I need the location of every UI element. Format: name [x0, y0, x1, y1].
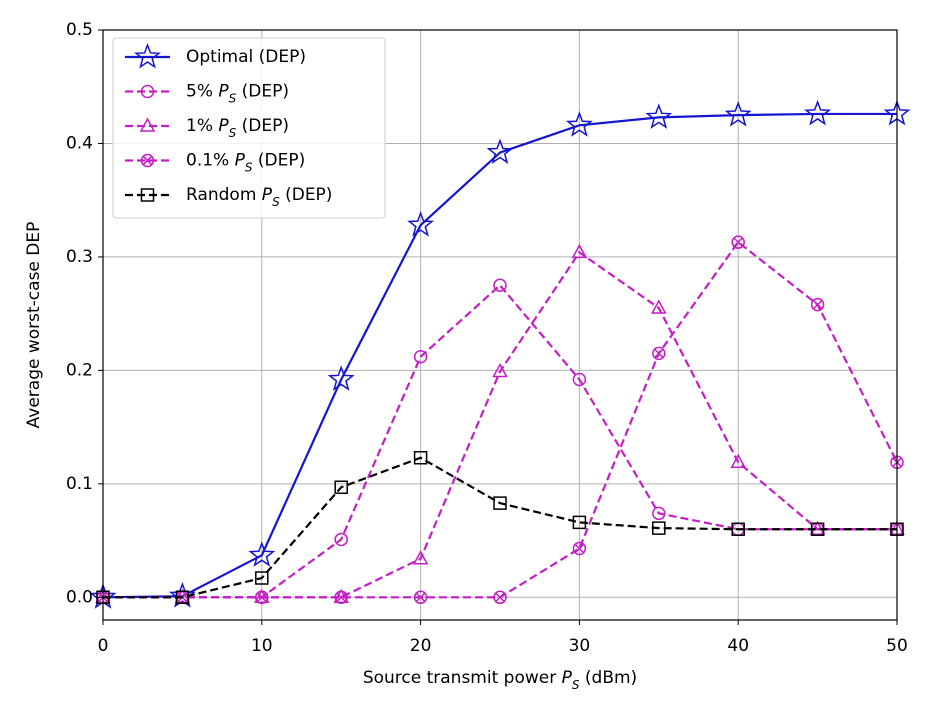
point-marker [492, 362, 508, 378]
y-tick-label: 0.4 [66, 133, 93, 153]
legend-marker [140, 188, 155, 202]
legend-marker [139, 117, 156, 132]
point-marker [334, 590, 348, 605]
y-tick-label: 0.0 [66, 587, 93, 607]
y-tick-label: 0.2 [66, 360, 93, 380]
legend-marker [140, 84, 155, 99]
legend-label: 1% PS (DEP) [186, 116, 289, 140]
point-marker [413, 590, 428, 605]
legend-label: 5% PS (DEP) [186, 82, 289, 106]
point-marker [730, 453, 746, 469]
legend-marker [140, 153, 155, 168]
y-tick-label: 0.3 [66, 247, 93, 267]
point-marker [334, 480, 348, 494]
point-marker [255, 571, 269, 585]
point-marker [413, 350, 428, 364]
point-marker [731, 522, 745, 536]
point-marker [890, 522, 904, 536]
x-axis-label: Source transmit power PS (dBm) [363, 668, 637, 692]
point-marker [248, 541, 276, 567]
point-marker [572, 541, 587, 556]
point-marker [486, 138, 514, 165]
series-line [103, 283, 897, 599]
legend-label: Random PS (DEP) [186, 185, 332, 209]
point-marker [175, 590, 190, 605]
legend-box [112, 37, 386, 219]
point-marker [565, 111, 593, 137]
series-line [102, 112, 897, 599]
point-marker [96, 590, 110, 605]
point-marker [572, 515, 587, 530]
x-tick-label: 0 [98, 636, 109, 656]
point-marker [413, 451, 428, 465]
point-marker [645, 103, 673, 129]
series-line [103, 456, 897, 599]
point-marker [407, 210, 435, 237]
point-marker [652, 506, 666, 521]
point-marker [810, 297, 825, 312]
y-tick-label: 0.5 [66, 20, 93, 40]
point-marker [493, 278, 507, 293]
point-marker [334, 532, 348, 547]
point-marker [652, 521, 666, 535]
point-marker [327, 365, 355, 391]
point-marker [493, 496, 507, 510]
point-marker [810, 522, 825, 536]
point-marker [804, 99, 832, 126]
point-marker [493, 590, 507, 605]
legend-marker [134, 42, 161, 69]
point-marker [255, 590, 269, 605]
legend-label: 0.1% PS (DEP) [186, 151, 305, 175]
x-tick-label: 40 [727, 636, 749, 656]
point-marker [651, 299, 667, 314]
point-marker [412, 550, 429, 565]
point-marker [168, 582, 196, 608]
point-marker [572, 372, 587, 387]
point-marker [724, 100, 752, 127]
point-marker [731, 235, 745, 249]
y-axis-label: Average worst-case DEP [24, 222, 44, 429]
x-tick-label: 10 [251, 636, 273, 656]
x-tick-label: 50 [886, 636, 908, 656]
point-marker [571, 243, 588, 259]
series-line [103, 250, 897, 599]
legend-label: Optimal (DEP) [186, 47, 306, 67]
series-line [103, 240, 898, 599]
x-tick-label: 20 [410, 636, 432, 656]
y-tick-label: 0.1 [66, 474, 93, 494]
axes-frame [102, 29, 898, 621]
point-marker [652, 346, 666, 361]
x-tick-label: 30 [569, 636, 591, 656]
